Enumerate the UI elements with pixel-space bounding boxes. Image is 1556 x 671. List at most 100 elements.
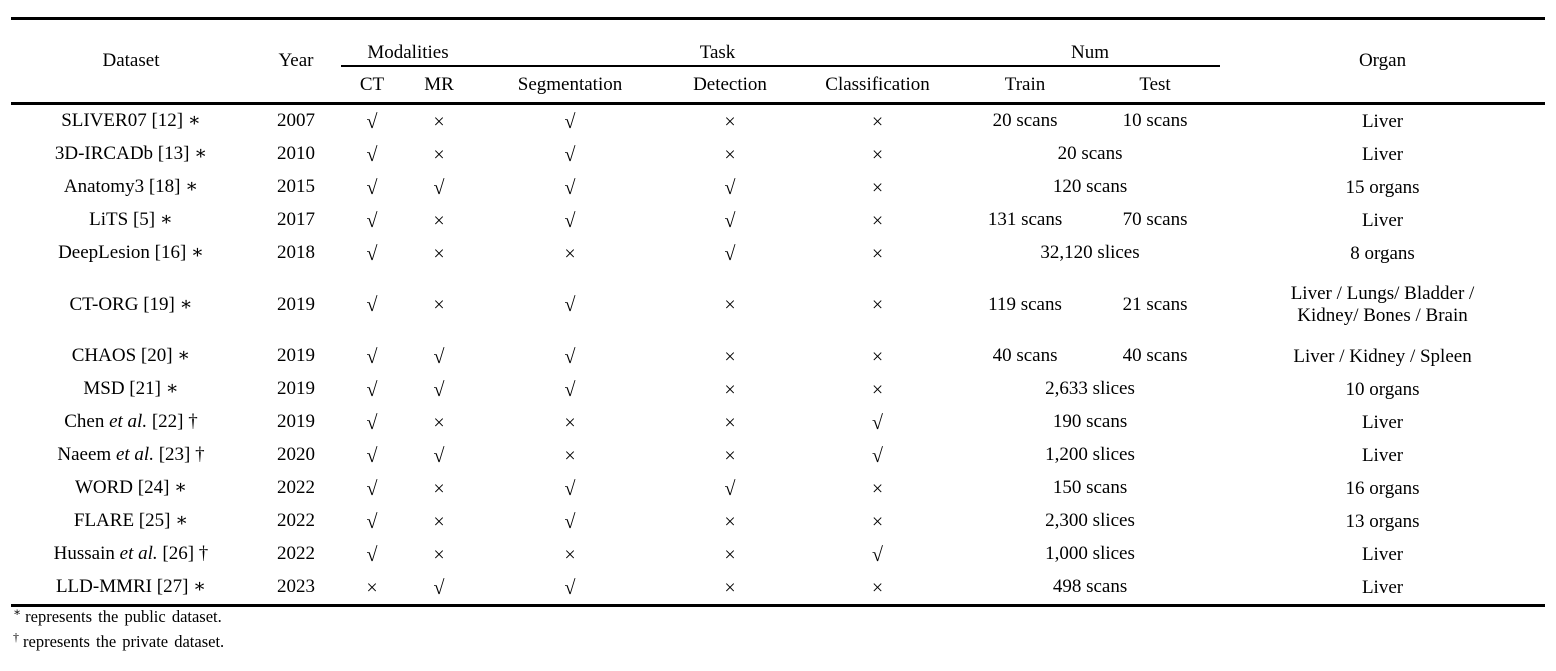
- test-cell: 21 scans: [1122, 293, 1188, 315]
- classification-mark: √: [872, 411, 883, 434]
- test-cell: 10 scans: [1122, 110, 1188, 132]
- dataset-name-cell: FLARE [25] ∗: [11, 505, 251, 538]
- year-cell: 2015: [277, 176, 315, 198]
- organ-cell: Liver: [1220, 571, 1546, 607]
- dataset-name-cell: Hussain et al. [26] †: [11, 538, 251, 571]
- classification-mark: ×: [795, 571, 961, 607]
- year-cell: 2022: [277, 543, 315, 565]
- col-header-test: Test: [1090, 66, 1221, 105]
- train-test-merged-cell: 190 scans: [1052, 411, 1128, 433]
- year-cell: 2018: [277, 242, 315, 264]
- ct-mark: √: [366, 242, 378, 265]
- table-row: MSD [21] ∗ 2019 √ √ √ × × 2,633 slices 10 organs: [11, 373, 1545, 406]
- year-cell: 2019: [277, 378, 315, 400]
- dataset-name-cell: Chen et al. [22] †: [11, 406, 251, 439]
- detection-mark: ×: [724, 411, 736, 434]
- year-cell: 2019: [277, 293, 315, 315]
- detection-mark: ×: [724, 510, 736, 533]
- dataset-name-cell: DeepLesion [16] ∗: [11, 237, 251, 270]
- classification-mark: ×: [871, 209, 884, 232]
- year-cell: 2019: [277, 411, 315, 433]
- organ-text: Liver / Lungs/ Bladder /: [1290, 283, 1475, 304]
- year-cell: 2023: [251, 571, 341, 607]
- table-row: CHAOS [20] ∗ 2019 √ √ √ × × 40 scans 40 scans Liv…: [11, 340, 1545, 373]
- detection-mark: √: [724, 242, 736, 265]
- organ-text: Liver: [1361, 209, 1404, 231]
- organ-cell: Liver / Kidney / Spleen: [1220, 340, 1545, 373]
- segmentation-mark: ×: [564, 444, 576, 467]
- ct-mark: √: [366, 176, 378, 199]
- dataset-name-cell: SLIVER07 [12] ∗: [11, 104, 251, 139]
- col-header-mr: MR: [403, 66, 475, 105]
- train-test-merged-cell: 2,633 slices: [1045, 378, 1135, 400]
- mr-mark: √: [433, 345, 445, 368]
- sub-header-row: CT MR Segmentation Detection Classificat…: [11, 66, 1545, 105]
- train-test-merged-cell: 1,000 slices: [1045, 543, 1135, 565]
- organ-text: Liver: [1361, 110, 1404, 132]
- segmentation-mark: √: [564, 110, 576, 133]
- group-header-num: Num: [960, 18, 1221, 67]
- organ-cell: Liver / Lungs/ Bladder / Kidney/ Bones / …: [1220, 270, 1545, 340]
- train-cell: 40 scans: [992, 345, 1058, 367]
- organ-cell: Liver: [1220, 538, 1545, 571]
- segmentation-mark: ×: [564, 543, 576, 566]
- classification-mark: ×: [871, 143, 884, 166]
- year-cell: 2017: [277, 209, 315, 231]
- mr-mark: √: [433, 378, 445, 401]
- table-row: DeepLesion [16] ∗ 2018 √ × × √ × 32,120 slices 8…: [11, 237, 1545, 270]
- table-row: LLD-MMRI [27] ∗ 2023 × √ √ × × 498 scans Liver: [11, 571, 1546, 607]
- train-test-merged-cell: 20 scans: [1057, 143, 1123, 165]
- dataset-name-etal: et al.: [109, 411, 148, 433]
- train-test-merged-cell: 150 scans: [1052, 477, 1128, 499]
- mr-mark: ×: [433, 242, 445, 265]
- dataset-name-ref: [22] †: [147, 411, 198, 433]
- col-header-organ: Organ: [1220, 18, 1546, 105]
- test-cell: 40 scans: [1122, 345, 1188, 367]
- mr-mark: √: [403, 571, 475, 607]
- col-header-segmentation: Segmentation: [475, 66, 665, 105]
- organ-text: 15 organs: [1345, 176, 1420, 198]
- dataset-name-etal: et al.: [115, 444, 154, 466]
- dataset-name: WORD [24] ∗: [74, 477, 188, 499]
- train-test-merged-cell: 120 scans: [1052, 176, 1128, 198]
- dataset-name-cell: CHAOS [20] ∗: [11, 340, 251, 373]
- table-row: Naeem et al. [23] † 2020 √ √ × × √ 1,200 slices…: [11, 439, 1545, 472]
- organ-text: 13 organs: [1345, 510, 1420, 532]
- mr-mark: ×: [433, 294, 445, 316]
- mr-mark: ×: [433, 477, 445, 500]
- segmentation-mark: ×: [564, 242, 576, 265]
- year-cell: 2020: [277, 444, 315, 466]
- ct-mark: √: [366, 110, 378, 133]
- dataset-name-cell: LLD-MMRI [27] ∗: [11, 571, 251, 607]
- organ-cell: Liver: [1220, 406, 1545, 439]
- detection-mark: √: [724, 209, 736, 232]
- dataset-name-cell: Naeem et al. [23] †: [11, 439, 251, 472]
- table-row: SLIVER07 [12] ∗ 2007 √ × √ × × 20 scans 10 scans…: [11, 104, 1545, 139]
- train-cell: 119 scans: [988, 293, 1062, 315]
- organ-text: Liver: [1361, 143, 1404, 165]
- classification-mark: ×: [871, 510, 884, 533]
- mr-mark: ×: [433, 209, 445, 232]
- segmentation-mark: √: [564, 294, 576, 316]
- table-row: Hussain et al. [26] † 2022 √ × × × √ 1,000 slic…: [11, 538, 1545, 571]
- dataset-name: MSD [21] ∗: [83, 378, 179, 400]
- detection-mark: ×: [724, 345, 736, 368]
- classification-mark: ×: [871, 110, 884, 133]
- segmentation-mark: √: [564, 176, 576, 199]
- detection-mark: ×: [724, 294, 736, 316]
- organ-cell: 8 organs: [1220, 237, 1545, 270]
- col-header-detection: Detection: [665, 66, 795, 105]
- organ-text: Liver / Kidney / Spleen: [1293, 345, 1472, 367]
- train-test-merged-cell: 2,300 slices: [1045, 510, 1135, 532]
- year-cell: 2022: [277, 477, 315, 499]
- mr-mark: √: [433, 176, 445, 199]
- footnote-private-text: represents the private dataset.: [23, 632, 225, 651]
- train-test-merged-cell: 498 scans: [960, 571, 1221, 607]
- dataset-name: Anatomy3 [18] ∗: [63, 176, 199, 198]
- dataset-name: FLARE [25] ∗: [73, 510, 189, 532]
- dataset-name-cell: Anatomy3 [18] ∗: [11, 171, 251, 204]
- organ-cell: 13 organs: [1220, 505, 1545, 538]
- dataset-name-ref: [26] †: [157, 543, 209, 565]
- mr-mark: ×: [433, 543, 445, 566]
- group-header-row: Dataset Year Modalities Task Num Organ: [11, 18, 1546, 105]
